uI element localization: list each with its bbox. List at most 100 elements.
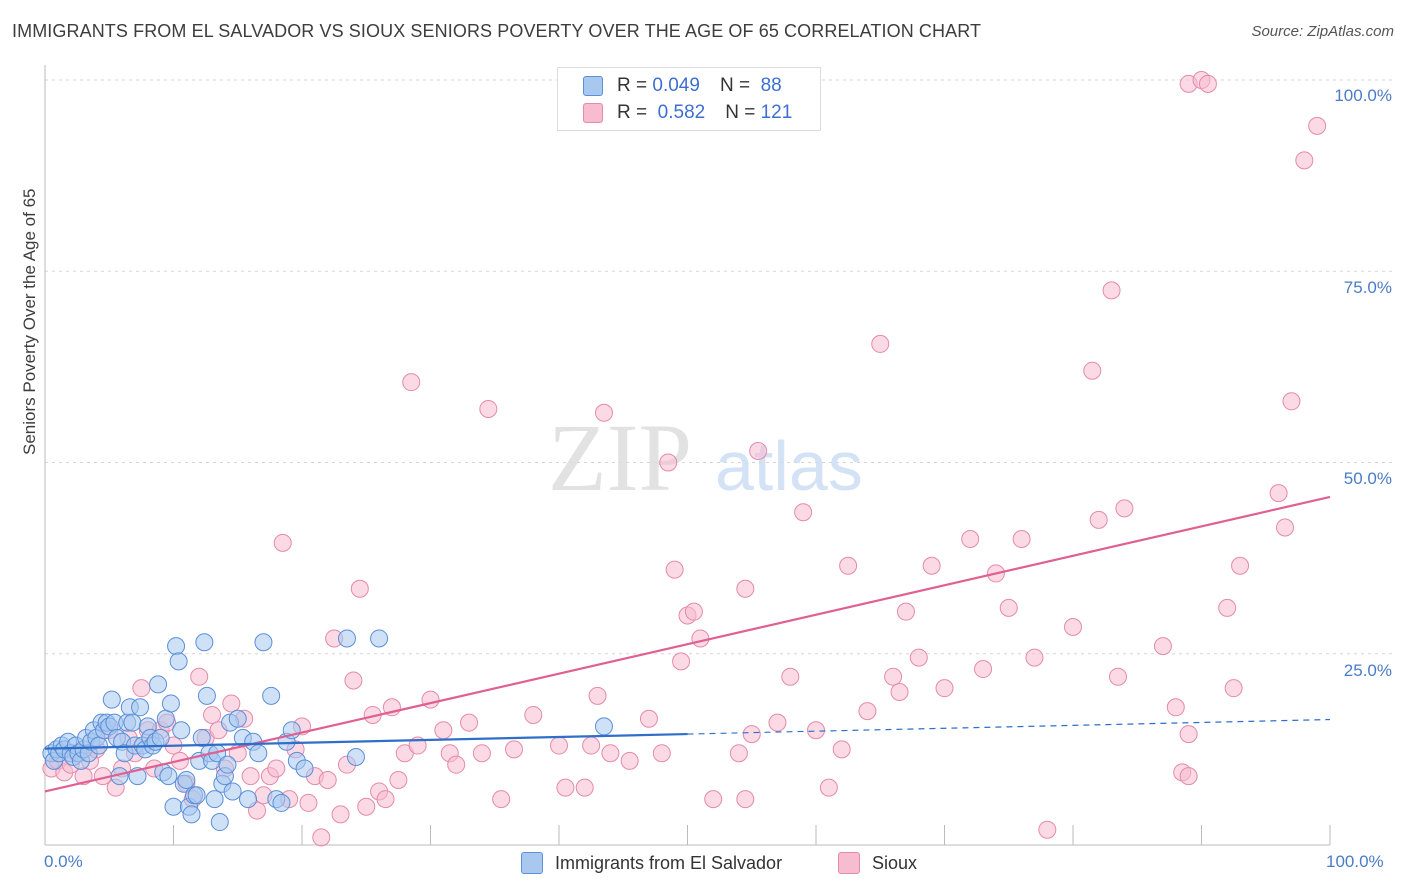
sioux-point xyxy=(1224,679,1243,698)
sioux-point xyxy=(376,790,395,809)
sioux-point xyxy=(749,442,768,461)
sioux-point xyxy=(1231,556,1250,575)
sioux-point xyxy=(421,690,440,709)
sioux-point xyxy=(704,790,723,809)
sioux-point xyxy=(582,736,601,755)
sioux-point xyxy=(550,736,568,755)
sioux-point xyxy=(594,403,613,422)
sioux-point xyxy=(1012,530,1031,548)
sioux-point xyxy=(350,579,369,598)
sioux-point xyxy=(890,683,909,701)
sioux-point xyxy=(1166,698,1185,717)
el-salvador-point xyxy=(223,782,242,801)
bottom-legend-sioux: Sioux xyxy=(838,852,917,874)
x-tick-min: 0.0% xyxy=(44,852,83,871)
el-salvador-point xyxy=(187,786,206,805)
sioux-point xyxy=(736,790,755,809)
el-salvador-point xyxy=(149,675,168,694)
el-salvador-point xyxy=(167,637,186,656)
sioux-point xyxy=(807,721,825,740)
sioux-point xyxy=(1025,648,1044,667)
el-salvador-point xyxy=(192,728,211,747)
sioux-point xyxy=(620,751,639,770)
sioux-point xyxy=(858,702,877,721)
sioux-point xyxy=(1269,484,1288,503)
source-label: Source: ZipAtlas.com xyxy=(1251,23,1394,40)
el-salvador-point xyxy=(161,694,180,713)
sioux-point xyxy=(241,767,260,786)
sioux-point xyxy=(460,713,479,732)
y-axis-label: Seniors Poverty Over the Age of 65 xyxy=(20,188,39,455)
legend-r-label: R = xyxy=(617,102,648,123)
gridlines xyxy=(45,79,1395,655)
el-salvador-point xyxy=(164,797,183,816)
el-salvador-point xyxy=(172,721,191,740)
y-tick-100: 100.0% xyxy=(1334,86,1392,105)
el-salvador-point xyxy=(195,633,214,652)
sioux-point xyxy=(781,667,800,686)
y-tick-75: 75.0% xyxy=(1343,278,1392,297)
watermark-atlas: atlas xyxy=(715,427,863,505)
correlation-legend: R = 0.049 N = 88 R = 0.582 N = 121 xyxy=(557,67,821,131)
legend-n-label: N = xyxy=(719,75,751,96)
sioux-point xyxy=(588,686,607,705)
el-salvador-point xyxy=(169,652,188,671)
el-salvador-point xyxy=(295,759,314,778)
sioux-point xyxy=(659,453,678,472)
el-salvador-point xyxy=(254,633,273,652)
sioux-point xyxy=(479,399,498,418)
el-salvador-point xyxy=(337,629,356,648)
legend-n-label: N = xyxy=(725,102,756,123)
sioux-point xyxy=(524,705,543,724)
el-salvador-point xyxy=(177,770,196,789)
el-salvador-point xyxy=(123,713,142,732)
sioux-point xyxy=(1102,281,1121,300)
legend-swatch-pink xyxy=(583,103,603,123)
sioux-point xyxy=(601,744,620,763)
legend-r-value: 0.049 xyxy=(652,75,700,96)
sioux-point xyxy=(299,793,318,812)
sioux-point xyxy=(389,770,408,789)
el-salvador-point xyxy=(205,790,224,809)
bottom-swatch-blue xyxy=(521,852,543,874)
y-tick-50: 50.0% xyxy=(1343,469,1392,488)
sioux-point xyxy=(132,679,151,698)
sioux-point xyxy=(839,556,858,575)
legend-row-sioux: R = 0.582 N = 121 xyxy=(583,100,792,126)
sioux-point xyxy=(1295,151,1314,170)
sioux-point xyxy=(1038,820,1057,839)
el-salvador-point xyxy=(159,767,178,786)
el-salvador-point xyxy=(272,793,291,812)
sioux-point xyxy=(1089,510,1108,529)
legend-r-label: R = xyxy=(617,75,648,96)
sioux-point xyxy=(922,556,941,575)
el-salvador-point xyxy=(346,748,365,767)
bottom-legend-label: Sioux xyxy=(872,852,918,873)
sioux-point xyxy=(312,828,331,847)
sioux-point xyxy=(871,334,890,353)
sioux-point xyxy=(884,667,903,686)
sioux-point xyxy=(273,533,292,552)
sioux-point xyxy=(492,790,511,809)
sioux-point xyxy=(1276,518,1295,537)
sioux-point xyxy=(1064,617,1082,636)
sioux-point xyxy=(1198,74,1217,93)
legend-n-value: 121 xyxy=(760,102,793,123)
sioux-point xyxy=(1282,392,1301,411)
bottom-legend-label: Immigrants from El Salvador xyxy=(555,852,783,873)
sioux-trend-line xyxy=(44,495,1331,793)
el-salvador-point xyxy=(131,698,150,717)
sioux-point xyxy=(505,740,524,759)
el-salvador-trend-line xyxy=(44,732,688,750)
chart-title: IMMIGRANTS FROM EL SALVADOR VS SIOUX SEN… xyxy=(12,21,982,41)
el-salvador-point xyxy=(89,736,108,755)
trend-lines xyxy=(44,495,1331,793)
legend-r-value: 0.582 xyxy=(657,102,706,123)
el-salvador-point xyxy=(197,686,216,705)
sioux-point xyxy=(267,759,286,778)
el-salvador-point xyxy=(370,629,389,648)
x-tick-max: 100.0% xyxy=(1326,852,1384,871)
sioux-point xyxy=(672,652,691,671)
sioux-point xyxy=(652,744,671,763)
